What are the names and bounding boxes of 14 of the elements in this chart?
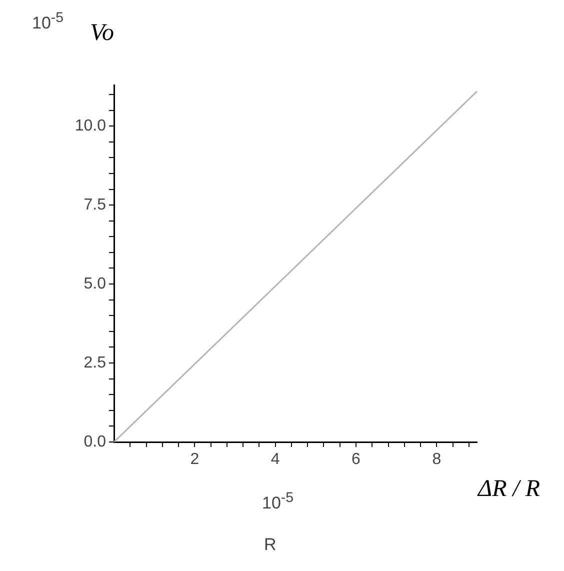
x-tick-label: 4 <box>270 451 280 468</box>
y-tick-label: 10.0 <box>74 117 106 134</box>
y-tick-label: 7.5 <box>84 196 106 214</box>
y-tick-label: 2.5 <box>84 354 106 372</box>
y-tick-label: 0.0 <box>84 433 106 450</box>
x-axis-title: ΔR / R <box>478 476 540 503</box>
text: 10$^{-5}$ <box>262 490 294 514</box>
x-tick-label: 2 <box>190 451 200 468</box>
y-tick-label: 5.0 <box>84 275 106 292</box>
text: 10$^{-5}$ <box>32 10 64 34</box>
x-tick-label: 8 <box>432 451 442 468</box>
y-axis-title: Vo <box>90 20 114 47</box>
x-tick-label: 6 <box>352 451 361 468</box>
text: R <box>264 535 276 555</box>
